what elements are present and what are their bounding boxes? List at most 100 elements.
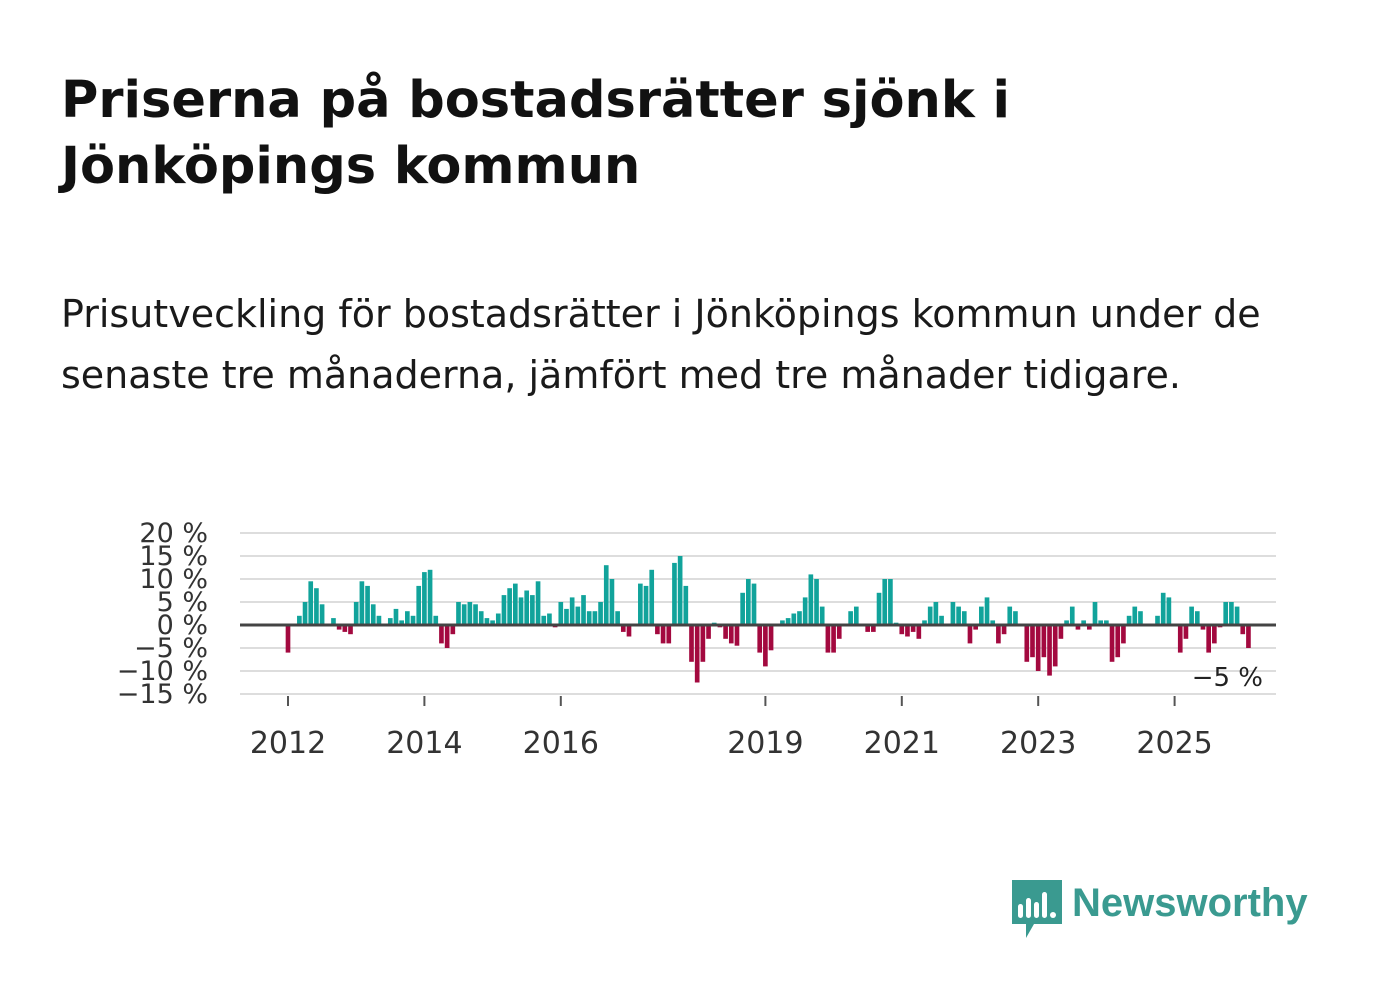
- bar-negative[interactable]: [871, 625, 876, 632]
- bar-positive[interactable]: [1229, 602, 1234, 625]
- bar-positive[interactable]: [819, 606, 825, 625]
- bar-positive[interactable]: [427, 569, 433, 625]
- bar-negative[interactable]: [967, 625, 973, 644]
- bar-negative[interactable]: [865, 625, 871, 632]
- bar-positive[interactable]: [353, 602, 359, 625]
- bar-positive[interactable]: [1234, 606, 1240, 625]
- bar-positive[interactable]: [490, 620, 495, 625]
- bar-positive[interactable]: [331, 618, 336, 625]
- bar-positive[interactable]: [649, 569, 655, 625]
- bar-positive[interactable]: [802, 597, 808, 625]
- bar-positive[interactable]: [979, 606, 984, 625]
- bar-positive[interactable]: [473, 604, 478, 625]
- bar-negative[interactable]: [763, 625, 768, 667]
- bar-positive[interactable]: [308, 581, 314, 625]
- bar-positive[interactable]: [956, 606, 961, 625]
- bar-negative[interactable]: [620, 625, 626, 632]
- bar-negative[interactable]: [1047, 625, 1052, 676]
- bar-negative[interactable]: [1121, 625, 1126, 644]
- bar-positive[interactable]: [592, 611, 598, 625]
- bar-positive[interactable]: [558, 602, 564, 625]
- bar-negative[interactable]: [973, 625, 978, 630]
- bar-positive[interactable]: [1194, 611, 1200, 625]
- bar-negative[interactable]: [706, 625, 711, 639]
- bar-negative[interactable]: [1030, 625, 1035, 658]
- bar-negative[interactable]: [700, 625, 706, 662]
- bar-positive[interactable]: [410, 615, 416, 625]
- bar-negative[interactable]: [1177, 625, 1183, 653]
- bar-negative[interactable]: [905, 625, 910, 637]
- bar-positive[interactable]: [683, 585, 689, 625]
- bar-positive[interactable]: [467, 602, 473, 625]
- bar-negative[interactable]: [1041, 625, 1047, 658]
- bar-negative[interactable]: [1035, 625, 1041, 671]
- bar-positive[interactable]: [501, 595, 507, 625]
- bar-negative[interactable]: [1086, 625, 1092, 630]
- bar-negative[interactable]: [723, 625, 728, 639]
- bar-positive[interactable]: [939, 615, 944, 625]
- bar-positive[interactable]: [524, 590, 530, 626]
- bar-negative[interactable]: [689, 625, 694, 662]
- bar-positive[interactable]: [1160, 592, 1166, 625]
- bar-positive[interactable]: [598, 602, 603, 625]
- bar-positive[interactable]: [922, 620, 927, 625]
- bar-negative[interactable]: [1109, 625, 1115, 662]
- bar-negative[interactable]: [1058, 625, 1064, 639]
- bar-positive[interactable]: [1007, 606, 1013, 625]
- bar-positive[interactable]: [927, 606, 933, 625]
- bar-positive[interactable]: [535, 581, 541, 625]
- bar-negative[interactable]: [910, 625, 916, 632]
- bar-positive[interactable]: [569, 597, 575, 625]
- bar-positive[interactable]: [609, 579, 615, 625]
- bar-positive[interactable]: [1092, 602, 1098, 625]
- bar-negative[interactable]: [285, 625, 291, 653]
- bar-positive[interactable]: [1132, 606, 1138, 625]
- bar-positive[interactable]: [961, 611, 967, 625]
- bar-negative[interactable]: [655, 625, 660, 635]
- bar-positive[interactable]: [314, 588, 319, 625]
- bar-positive[interactable]: [876, 592, 882, 625]
- bar-negative[interactable]: [694, 625, 700, 683]
- bar-positive[interactable]: [512, 583, 518, 625]
- bar-positive[interactable]: [1104, 620, 1109, 625]
- bar-positive[interactable]: [643, 585, 649, 625]
- bar-positive[interactable]: [319, 604, 325, 625]
- bar-positive[interactable]: [1126, 615, 1132, 625]
- bar-positive[interactable]: [780, 620, 785, 625]
- newsworthy-logo[interactable]: Newsworthy: [1012, 880, 1308, 940]
- bar-negative[interactable]: [342, 625, 348, 632]
- bar-positive[interactable]: [882, 579, 888, 625]
- bar-negative[interactable]: [450, 625, 456, 635]
- bar-negative[interactable]: [1206, 625, 1211, 653]
- bar-positive[interactable]: [586, 611, 592, 625]
- bar-negative[interactable]: [996, 625, 1001, 644]
- bar-negative[interactable]: [734, 625, 740, 646]
- bar-negative[interactable]: [825, 625, 831, 653]
- bar-positive[interactable]: [484, 618, 490, 625]
- bar-negative[interactable]: [1200, 625, 1206, 630]
- bar-negative[interactable]: [916, 625, 922, 639]
- bar-positive[interactable]: [507, 588, 512, 625]
- bar-positive[interactable]: [1189, 606, 1194, 625]
- bar-positive[interactable]: [370, 604, 376, 625]
- bar-positive[interactable]: [933, 602, 939, 625]
- bar-positive[interactable]: [581, 595, 586, 625]
- bar-positive[interactable]: [461, 604, 467, 625]
- bar-positive[interactable]: [814, 579, 819, 625]
- bar-positive[interactable]: [405, 611, 410, 625]
- bar-positive[interactable]: [478, 611, 484, 625]
- bar-negative[interactable]: [1246, 625, 1251, 648]
- bar-negative[interactable]: [1115, 625, 1121, 658]
- bar-positive[interactable]: [564, 608, 569, 625]
- bar-positive[interactable]: [950, 602, 956, 625]
- bar-negative[interactable]: [1075, 625, 1081, 630]
- bar-positive[interactable]: [387, 618, 393, 625]
- bar-positive[interactable]: [1069, 606, 1075, 625]
- bar-positive[interactable]: [302, 602, 308, 625]
- bar-positive[interactable]: [393, 608, 399, 625]
- bar-positive[interactable]: [433, 615, 439, 625]
- bar-negative[interactable]: [1001, 625, 1007, 635]
- bar-positive[interactable]: [808, 574, 814, 625]
- bar-positive[interactable]: [530, 595, 535, 625]
- bar-positive[interactable]: [547, 613, 552, 626]
